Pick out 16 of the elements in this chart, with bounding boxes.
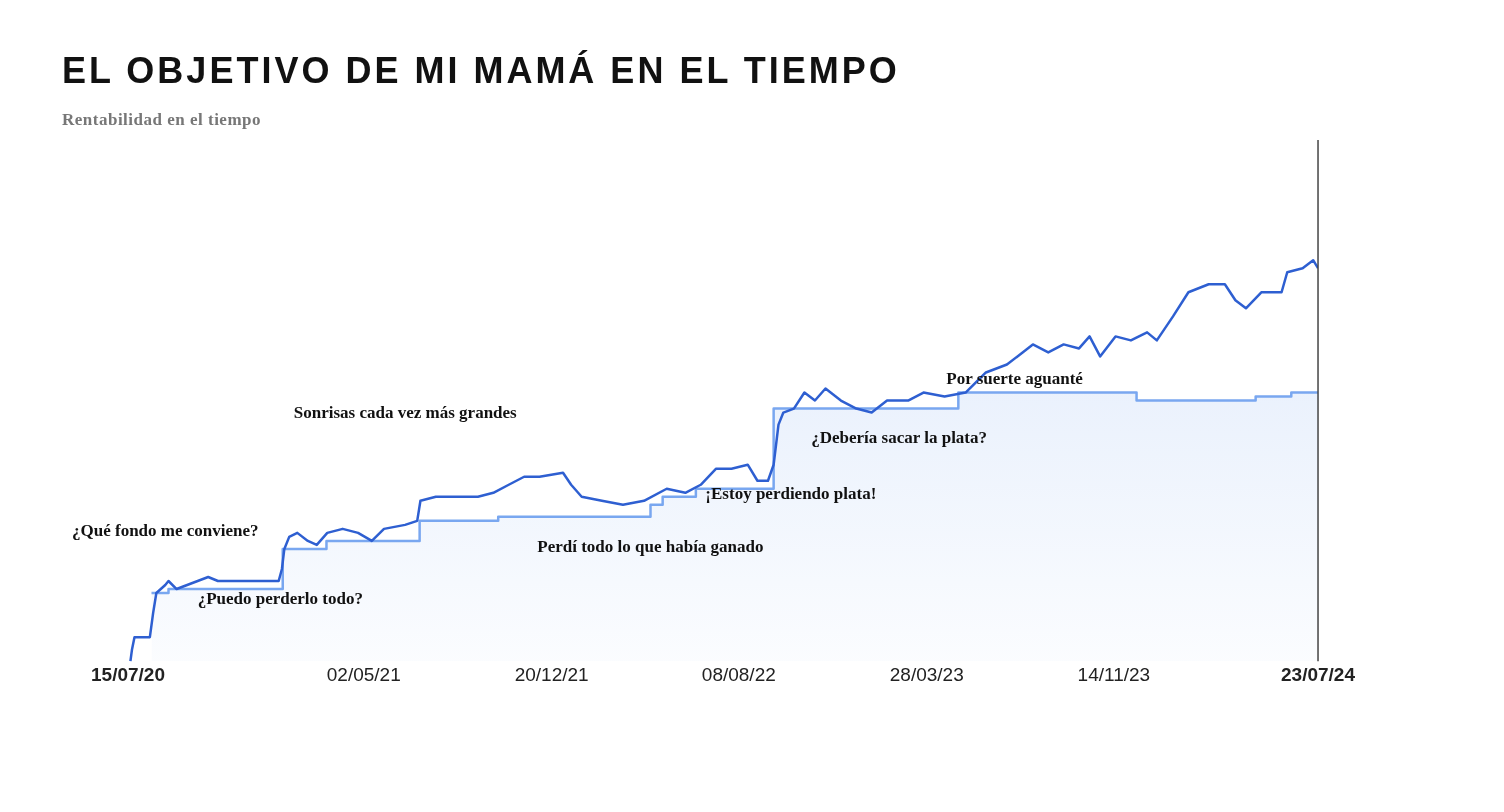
annotation: ¡Estoy perdiendo plata! bbox=[705, 483, 877, 503]
x-tick-label: 02/05/21 bbox=[326, 663, 401, 685]
annotation: Por suerte aguanté bbox=[946, 369, 1084, 389]
annotation: Sonrisas cada vez más grandes bbox=[293, 403, 518, 423]
x-tick-label: 15/07/20 bbox=[91, 663, 165, 685]
annotation: Perdí todo lo que había ganado bbox=[537, 536, 764, 556]
chart-title: EL OBJETIVO DE MI MAMÁ EN EL TIEMPO bbox=[62, 50, 901, 92]
annotation: ¿Qué fondo me conviene? bbox=[71, 520, 259, 540]
x-tick-label: 20/12/21 bbox=[514, 663, 589, 685]
annotation: ¿Puedo perderlo todo? bbox=[197, 589, 363, 609]
x-tick-label: 08/08/22 bbox=[701, 663, 776, 685]
chart-subtitle: Rentabilidad en el tiempo bbox=[62, 110, 263, 130]
x-tick-label: 14/11/23 bbox=[1077, 663, 1151, 685]
annotation: ¿Debería sacar la plata? bbox=[811, 428, 988, 448]
x-tick-label: 23/07/24 bbox=[1281, 663, 1356, 685]
x-tick-label: 28/03/23 bbox=[889, 663, 964, 685]
